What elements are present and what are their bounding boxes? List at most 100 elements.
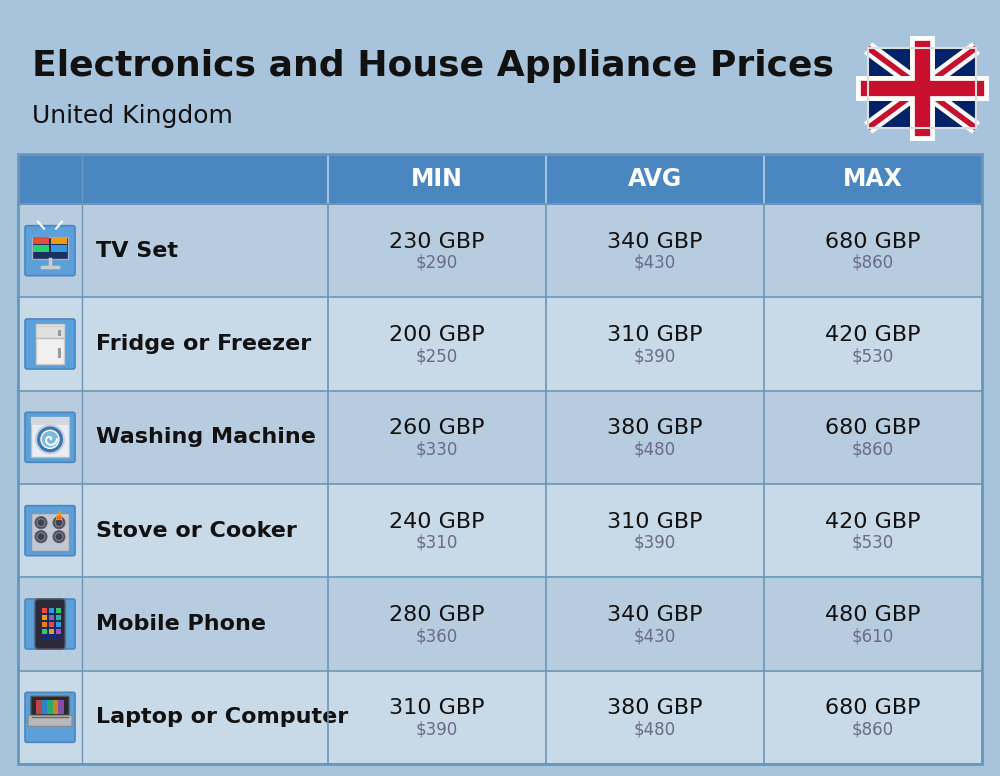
Text: $390: $390: [416, 720, 458, 738]
Text: MIN: MIN: [411, 167, 463, 191]
FancyBboxPatch shape: [25, 226, 75, 275]
Bar: [51, 237, 67, 244]
Bar: [56, 615, 61, 620]
Bar: [36, 700, 42, 715]
Text: Mobile Phone: Mobile Phone: [96, 614, 266, 634]
Bar: [58, 330, 61, 336]
Bar: [58, 700, 64, 715]
Bar: [36, 326, 64, 338]
Text: $530: $530: [852, 534, 894, 552]
Text: $860: $860: [852, 720, 894, 738]
Circle shape: [53, 531, 65, 542]
Circle shape: [41, 431, 59, 449]
Bar: [42, 615, 47, 620]
Text: 230 GBP: 230 GBP: [389, 232, 485, 251]
Circle shape: [36, 425, 64, 453]
FancyBboxPatch shape: [25, 692, 75, 743]
FancyBboxPatch shape: [28, 715, 72, 726]
Bar: [18, 484, 982, 577]
Text: $250: $250: [416, 347, 458, 365]
Circle shape: [35, 517, 47, 528]
Text: 260 GBP: 260 GBP: [389, 418, 485, 438]
Bar: [47, 700, 53, 715]
Text: 680 GBP: 680 GBP: [825, 232, 921, 251]
Circle shape: [53, 517, 65, 528]
Bar: [49, 629, 54, 634]
Bar: [31, 417, 69, 457]
Bar: [41, 610, 59, 640]
Bar: [42, 629, 47, 634]
Bar: [18, 390, 982, 484]
Text: TV Set: TV Set: [96, 241, 178, 261]
Bar: [49, 608, 54, 613]
FancyBboxPatch shape: [35, 599, 65, 649]
Bar: [18, 204, 982, 297]
Bar: [868, 48, 976, 128]
FancyBboxPatch shape: [25, 506, 75, 556]
FancyBboxPatch shape: [25, 319, 75, 369]
Text: $480: $480: [634, 440, 676, 459]
Text: 200 GBP: 200 GBP: [389, 325, 485, 345]
Text: 340 GBP: 340 GBP: [607, 605, 703, 625]
Text: 380 GBP: 380 GBP: [607, 418, 703, 438]
Text: Fridge or Freezer: Fridge or Freezer: [96, 334, 311, 354]
Text: 280 GBP: 280 GBP: [389, 605, 485, 625]
Text: $430: $430: [634, 254, 676, 272]
Bar: [18, 297, 982, 390]
Bar: [58, 348, 61, 358]
Text: $290: $290: [416, 254, 458, 272]
Text: 420 GBP: 420 GBP: [825, 325, 921, 345]
Text: $610: $610: [852, 627, 894, 645]
Text: 680 GBP: 680 GBP: [825, 698, 921, 719]
Bar: [868, 48, 976, 128]
Bar: [18, 154, 982, 204]
Bar: [33, 244, 49, 251]
Bar: [18, 577, 982, 670]
Polygon shape: [56, 511, 62, 520]
Bar: [32, 237, 68, 258]
Text: $480: $480: [634, 720, 676, 738]
Bar: [51, 244, 67, 251]
FancyBboxPatch shape: [25, 412, 75, 462]
Bar: [42, 622, 47, 627]
Bar: [36, 700, 64, 715]
Text: Laptop or Computer: Laptop or Computer: [96, 708, 348, 727]
Bar: [31, 417, 69, 425]
Bar: [49, 615, 54, 620]
Bar: [56, 608, 61, 613]
Text: 680 GBP: 680 GBP: [825, 418, 921, 438]
Text: $860: $860: [852, 440, 894, 459]
Bar: [53, 700, 58, 715]
Text: Stove or Cooker: Stove or Cooker: [96, 521, 297, 541]
Text: 340 GBP: 340 GBP: [607, 232, 703, 251]
FancyBboxPatch shape: [25, 599, 75, 649]
Text: 310 GBP: 310 GBP: [607, 511, 703, 532]
Text: 420 GBP: 420 GBP: [825, 511, 921, 532]
Text: Washing Machine: Washing Machine: [96, 428, 316, 447]
Text: 310 GBP: 310 GBP: [389, 698, 485, 719]
Text: $360: $360: [416, 627, 458, 645]
Bar: [36, 324, 64, 364]
Bar: [33, 237, 49, 244]
Bar: [31, 513, 69, 551]
Text: United Kingdom: United Kingdom: [32, 104, 233, 128]
Text: 310 GBP: 310 GBP: [607, 325, 703, 345]
Text: $430: $430: [634, 627, 676, 645]
Text: 480 GBP: 480 GBP: [825, 605, 921, 625]
Text: 380 GBP: 380 GBP: [607, 698, 703, 719]
Text: $390: $390: [634, 534, 676, 552]
Text: MAX: MAX: [843, 167, 903, 191]
Text: $390: $390: [634, 347, 676, 365]
Bar: [18, 670, 982, 764]
Bar: [42, 608, 47, 613]
Bar: [42, 700, 47, 715]
Text: Electronics and House Appliance Prices: Electronics and House Appliance Prices: [32, 49, 834, 83]
Text: 240 GBP: 240 GBP: [389, 511, 485, 532]
Bar: [49, 622, 54, 627]
Text: $860: $860: [852, 254, 894, 272]
Text: AVG: AVG: [628, 167, 682, 191]
Circle shape: [35, 531, 47, 542]
Text: $530: $530: [852, 347, 894, 365]
Bar: [56, 622, 61, 627]
Bar: [18, 154, 982, 764]
